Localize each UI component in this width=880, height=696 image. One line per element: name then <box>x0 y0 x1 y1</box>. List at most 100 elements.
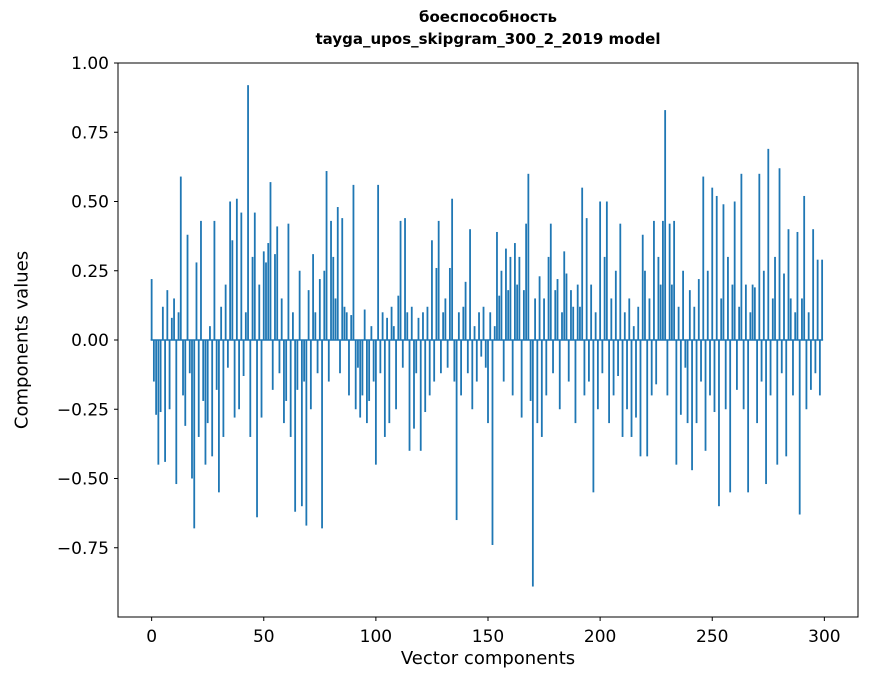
bar <box>197 340 200 437</box>
bar <box>392 326 395 340</box>
chart-title-line1: боеспособность <box>419 8 557 26</box>
bar <box>673 220 676 340</box>
bar <box>471 340 474 410</box>
bar <box>206 340 209 424</box>
bar <box>753 287 756 340</box>
bar <box>704 340 707 451</box>
bar <box>448 267 451 340</box>
bar <box>493 326 496 340</box>
bar <box>377 184 380 340</box>
bar <box>256 340 258 518</box>
bar <box>536 340 539 424</box>
bar <box>426 306 429 340</box>
bar <box>428 340 431 396</box>
bar <box>330 220 332 340</box>
bar <box>626 340 628 410</box>
bar <box>155 340 158 415</box>
y-tick-label: −0.25 <box>57 400 109 420</box>
bar <box>659 284 662 340</box>
bar <box>484 340 487 368</box>
bar <box>269 182 272 340</box>
bar <box>565 273 568 340</box>
bar <box>323 270 326 340</box>
bar <box>549 223 552 340</box>
bar <box>639 340 642 457</box>
bar <box>276 226 279 340</box>
bar <box>179 176 182 340</box>
x-tick-label: 100 <box>360 627 392 647</box>
bar <box>341 218 344 340</box>
bar <box>502 340 505 382</box>
bar <box>821 259 824 340</box>
bar <box>363 309 366 340</box>
bar <box>244 312 247 340</box>
bar <box>805 340 808 410</box>
bar <box>226 340 229 368</box>
bar <box>545 340 548 396</box>
bar <box>350 315 353 340</box>
bar <box>644 270 646 340</box>
bars <box>150 85 824 587</box>
bar <box>630 340 633 437</box>
bar <box>361 340 364 396</box>
bar <box>278 340 281 374</box>
bar <box>742 340 745 410</box>
bar <box>296 340 299 390</box>
bar <box>475 340 478 382</box>
bar <box>222 340 225 437</box>
bar <box>617 340 619 377</box>
bar <box>496 231 498 340</box>
bar <box>274 254 276 340</box>
bar <box>238 340 240 410</box>
bar <box>554 290 557 340</box>
bar <box>657 256 660 340</box>
bar <box>621 340 624 437</box>
bar <box>585 218 588 340</box>
bar <box>473 326 476 340</box>
bar <box>776 340 779 465</box>
bar <box>417 317 420 340</box>
bar <box>792 340 794 396</box>
bar <box>433 340 436 382</box>
bar <box>285 340 288 401</box>
bar <box>711 187 714 340</box>
bar <box>514 243 516 340</box>
bar <box>567 340 570 382</box>
bar <box>590 284 593 340</box>
bar <box>635 340 637 418</box>
bar <box>619 223 622 340</box>
bar <box>749 312 752 340</box>
bar <box>415 340 418 374</box>
bar <box>444 298 447 340</box>
bar <box>778 168 781 340</box>
bar <box>720 298 723 340</box>
bar <box>374 340 377 465</box>
bar <box>379 340 382 374</box>
bar <box>220 306 223 340</box>
bar <box>435 267 438 340</box>
bar <box>229 201 232 340</box>
bar <box>740 173 743 340</box>
bar <box>247 85 249 340</box>
bar <box>747 340 750 493</box>
bar <box>653 220 655 340</box>
bar <box>666 340 669 396</box>
bar <box>637 306 640 340</box>
bar <box>534 298 536 340</box>
bar <box>738 306 741 340</box>
bar <box>561 312 563 340</box>
bar <box>538 276 541 340</box>
bar <box>249 340 252 437</box>
chart-title: боеспособность tayga_upos_skipgram_300_2… <box>118 6 858 50</box>
bar <box>679 340 682 415</box>
bar <box>395 340 397 410</box>
bar <box>751 284 754 340</box>
bar <box>812 229 815 340</box>
bar <box>354 340 357 410</box>
y-tick-label: −0.75 <box>57 539 109 559</box>
bar <box>455 340 458 521</box>
bar <box>697 279 700 340</box>
bar <box>193 340 196 529</box>
bar <box>527 173 530 340</box>
bar <box>556 279 559 340</box>
